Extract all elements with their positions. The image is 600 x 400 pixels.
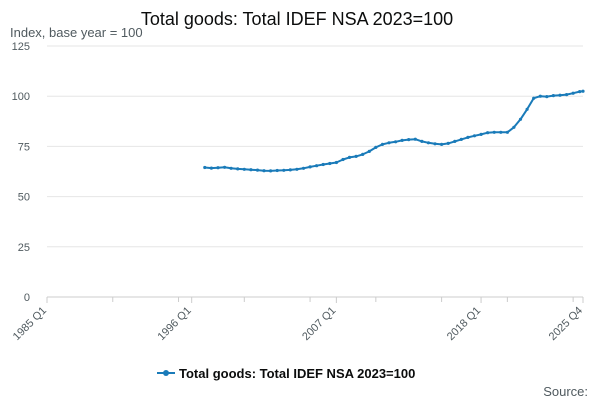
y-tick-label: 25 xyxy=(18,242,30,254)
data-point[interactable] xyxy=(453,139,457,143)
data-point[interactable] xyxy=(525,107,529,111)
data-point[interactable] xyxy=(413,137,417,141)
legend-label: Total goods: Total IDEF NSA 2023=100 xyxy=(179,366,415,381)
data-point[interactable] xyxy=(420,139,424,143)
data-point[interactable] xyxy=(275,168,279,173)
data-point[interactable] xyxy=(400,138,404,142)
data-point[interactable] xyxy=(387,141,391,145)
data-point[interactable] xyxy=(459,137,463,141)
data-point[interactable] xyxy=(301,166,306,170)
series-line[interactable] xyxy=(204,90,584,172)
data-point[interactable] xyxy=(479,132,483,136)
x-tick-label: 2025 Q4 xyxy=(547,305,585,343)
data-point[interactable] xyxy=(209,166,213,170)
data-point[interactable] xyxy=(334,160,338,165)
data-point[interactable] xyxy=(578,90,582,94)
x-tick-label: 1996 Q1 xyxy=(155,305,193,343)
y-tick-label: 0 xyxy=(24,292,30,304)
data-point[interactable] xyxy=(374,145,378,149)
data-point[interactable] xyxy=(288,168,292,172)
data-point[interactable] xyxy=(269,169,273,173)
data-point[interactable] xyxy=(407,138,411,142)
gridlines xyxy=(47,45,583,248)
data-point[interactable] xyxy=(295,167,299,171)
data-point[interactable] xyxy=(216,166,220,170)
data-point[interactable] xyxy=(354,154,358,158)
source-label: Source: xyxy=(543,384,588,399)
data-point[interactable] xyxy=(367,149,371,153)
data-point[interactable] xyxy=(472,134,477,138)
data-point[interactable] xyxy=(203,165,207,170)
y-tick-label: 75 xyxy=(18,141,30,153)
data-point[interactable] xyxy=(545,95,549,99)
data-point[interactable] xyxy=(249,168,253,172)
data-point[interactable] xyxy=(308,165,312,169)
data-point[interactable] xyxy=(558,93,562,97)
data-point[interactable] xyxy=(518,117,523,121)
data-point[interactable] xyxy=(236,167,240,171)
data-point[interactable] xyxy=(262,169,266,173)
data-point[interactable] xyxy=(433,142,437,146)
data-point[interactable] xyxy=(486,131,490,135)
y-tick-label: 100 xyxy=(12,91,30,103)
y-tick-label: 125 xyxy=(12,41,30,53)
data-point[interactable] xyxy=(532,96,536,100)
series-group xyxy=(203,89,585,173)
data-point[interactable] xyxy=(440,142,444,146)
data-point[interactable] xyxy=(242,167,246,171)
data-point[interactable] xyxy=(538,94,542,98)
data-point[interactable] xyxy=(492,130,496,134)
data-point[interactable] xyxy=(551,94,556,98)
chart-title: Total goods: Total IDEF NSA 2023=100 xyxy=(141,9,453,29)
data-point[interactable] xyxy=(505,130,509,134)
x-tick-label: 2007 Q1 xyxy=(300,305,338,343)
data-point[interactable] xyxy=(499,130,503,134)
legend-marker xyxy=(163,370,169,376)
y-axis-ticks: 0 25 50 75 100 125 xyxy=(12,41,30,304)
data-point[interactable] xyxy=(581,89,585,93)
data-point[interactable] xyxy=(394,140,398,144)
data-point[interactable] xyxy=(512,125,516,129)
data-point[interactable] xyxy=(426,141,430,145)
x-axis-ticks: 1985 Q1 1996 Q1 2007 Q1 2018 Q1 2025 Q4 xyxy=(11,297,585,343)
data-point[interactable] xyxy=(571,91,575,95)
data-point[interactable] xyxy=(347,155,352,159)
data-point[interactable] xyxy=(282,168,286,172)
data-point[interactable] xyxy=(341,157,345,162)
data-point[interactable] xyxy=(223,165,227,169)
data-point[interactable] xyxy=(380,142,384,146)
data-point[interactable] xyxy=(321,162,325,167)
legend[interactable]: Total goods: Total IDEF NSA 2023=100 xyxy=(157,366,415,381)
data-point[interactable] xyxy=(255,168,260,172)
y-tick-label: 50 xyxy=(18,192,30,204)
data-point[interactable] xyxy=(466,135,470,139)
data-point[interactable] xyxy=(565,93,569,97)
x-tick-label: 1985 Q1 xyxy=(11,305,49,343)
data-point[interactable] xyxy=(446,141,450,145)
data-point[interactable] xyxy=(328,161,332,166)
data-point[interactable] xyxy=(361,152,365,156)
x-tick-label: 2018 Q1 xyxy=(445,305,483,343)
data-point[interactable] xyxy=(315,164,319,168)
y-axis-label: Index, base year = 100 xyxy=(10,25,143,40)
data-point[interactable] xyxy=(229,166,233,170)
